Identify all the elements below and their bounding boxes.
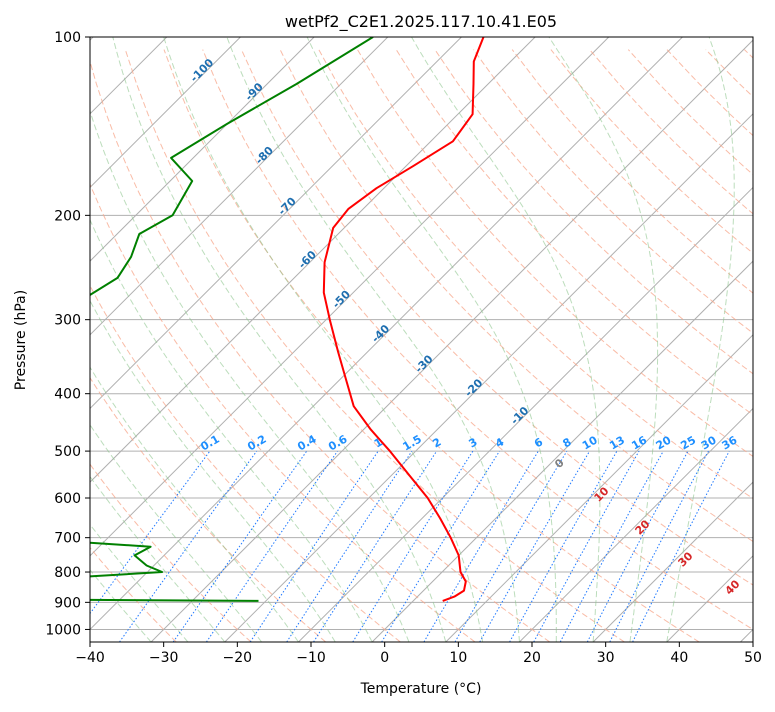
isotherm-label: -50 — [330, 288, 353, 311]
mixing-ratio-label: 0.6 — [326, 432, 350, 453]
dry-adiabat-line — [87, 50, 550, 642]
moist-adiabat-line — [0, 181, 225, 642]
mixing-ratio-label: 0.1 — [198, 432, 221, 453]
moist-adiabat-line — [113, 37, 446, 642]
dry-adiabat-line — [474, 50, 775, 642]
moist-adiabat-line — [549, 37, 658, 642]
y-axis-label: Pressure (hPa) — [13, 290, 29, 390]
mixing-ratio-line — [314, 451, 437, 642]
dry-adiabat-line — [280, 50, 775, 642]
y-tick-label: 1000 — [45, 622, 81, 638]
moist-adiabat-label: 0 — [552, 456, 567, 471]
y-tick-label: 600 — [54, 491, 81, 507]
mixing-ratio-line — [560, 451, 663, 642]
moist-adiabat-label: 10 — [592, 484, 612, 504]
mixing-ratio-line — [382, 451, 500, 642]
isotherm-line — [4, 37, 609, 642]
y-tick-label: 700 — [54, 531, 81, 547]
isotherm-line — [225, 37, 775, 642]
isotherm-label: -30 — [412, 352, 435, 375]
isotherm-label: -80 — [253, 144, 276, 167]
moist-adiabat-label: 40 — [723, 577, 743, 597]
mixing-ratio-label: 3 — [467, 435, 480, 450]
isotherm-label: -70 — [276, 194, 299, 217]
isotherm-line — [519, 37, 775, 642]
mixing-ratio-label: 25 — [678, 434, 698, 453]
dry-adiabat-line — [512, 50, 775, 642]
plot-frame — [90, 37, 753, 642]
mixing-ratio-label: 16 — [629, 433, 649, 452]
mixing-ratio-label: 2 — [430, 435, 443, 450]
mixing-ratio-line — [250, 451, 378, 642]
mixing-ratio-label: 10 — [580, 433, 600, 452]
isotherm-label: -100 — [188, 56, 217, 85]
x-tick-label: 40 — [670, 650, 688, 666]
mixing-ratio-label: 30 — [699, 433, 719, 452]
x-tick-label: 30 — [597, 650, 615, 666]
mixing-ratio-line — [510, 451, 617, 642]
dry-adiabat-line — [164, 50, 699, 642]
moist-adiabat-line — [412, 37, 600, 642]
chart-title: wetPf2_C2E1.2025.117.10.41.E05 — [285, 12, 557, 32]
isotherm-line — [151, 37, 756, 642]
background-lines — [0, 37, 775, 642]
mixing-ratio-line — [455, 451, 567, 642]
dry-adiabat-line — [0, 50, 326, 642]
isotherm-label: -40 — [369, 322, 392, 345]
y-tick-label: 200 — [54, 208, 81, 224]
moist-adiabat-line — [164, 37, 483, 642]
isotherm-line — [740, 37, 775, 642]
y-tick-label: 800 — [54, 565, 81, 581]
moist-adiabat-label: 30 — [676, 549, 696, 569]
moist-adiabat-line — [47, 94, 372, 642]
isotherm-line — [0, 37, 388, 642]
mixing-ratio-label: 1.5 — [400, 432, 423, 453]
x-tick-label: −30 — [149, 650, 179, 666]
isotherm-line — [0, 37, 535, 642]
mixing-ratio-label: 4 — [493, 435, 506, 450]
mixing-ratio-line — [587, 451, 688, 642]
moist-adiabat-line — [19, 114, 336, 642]
moist-adiabat-line — [307, 37, 556, 642]
x-tick-label: 0 — [380, 650, 389, 666]
faint-curve-line — [50, 37, 86, 642]
dry-adiabat-line — [358, 50, 775, 642]
temperature-profile-line — [324, 37, 484, 601]
mixing-ratio-label: 36 — [720, 433, 740, 452]
y-tick-label: 400 — [54, 387, 81, 403]
y-tick-label: 300 — [54, 313, 81, 329]
y-tick-label: 500 — [54, 444, 81, 460]
mixing-ratio-label: 6 — [532, 435, 545, 450]
x-tick-label: −20 — [223, 650, 253, 666]
isotherm-label: -60 — [296, 248, 319, 271]
dry-adiabat-line — [48, 50, 475, 642]
x-axis-label: Temperature (°C) — [360, 681, 482, 697]
mixing-ratio-label: 20 — [654, 433, 674, 452]
x-tick-label: 10 — [449, 650, 467, 666]
moist-adiabat-line — [76, 62, 409, 643]
isotherm-line — [372, 37, 775, 642]
isotherm-line — [0, 37, 461, 642]
dry-adiabat-line — [435, 50, 775, 642]
x-tick-label: −40 — [75, 650, 105, 666]
dry-adiabat-line — [744, 50, 775, 642]
mixing-ratio-line — [633, 451, 730, 642]
moist-adiabat-label: 20 — [633, 517, 653, 537]
isotherm-line — [0, 37, 314, 642]
mixing-ratio-line — [534, 451, 639, 642]
y-tick-label: 900 — [54, 595, 81, 611]
mixing-ratio-line — [287, 451, 412, 642]
mixing-ratio-label: 0.4 — [295, 432, 319, 453]
dry-adiabat-line — [125, 50, 624, 642]
x-tick-label: 20 — [523, 650, 541, 666]
mixing-ratio-label: 13 — [607, 434, 627, 453]
x-tick-label: −10 — [296, 650, 326, 666]
x-tick-label: 50 — [744, 650, 762, 666]
y-tick-label: 100 — [54, 30, 81, 46]
dry-adiabat-line — [241, 50, 775, 642]
